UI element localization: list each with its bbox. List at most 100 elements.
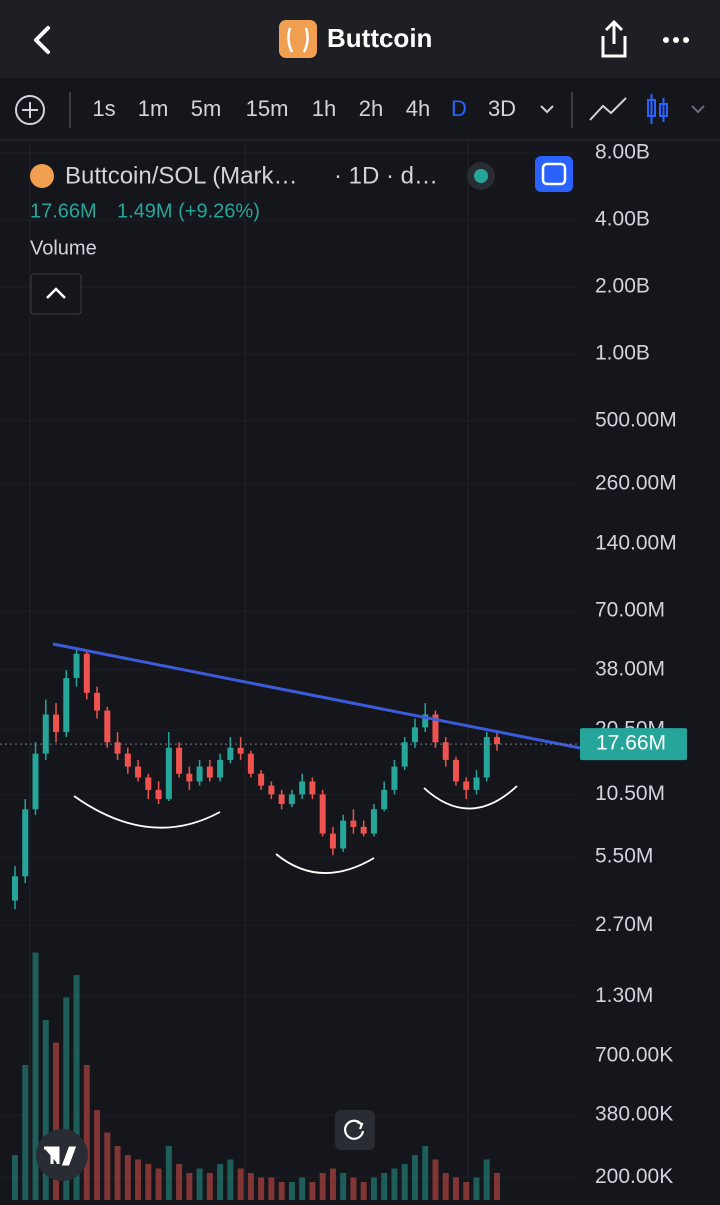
volume-bar (432, 1159, 439, 1200)
volume-bar (186, 1173, 193, 1200)
y-tick-label: 1.00B (595, 342, 650, 365)
interval-option[interactable]: 1h (312, 96, 336, 121)
volume-bar (422, 1146, 429, 1200)
interval-option[interactable]: 3D (488, 96, 516, 121)
volume-bar (206, 1173, 213, 1200)
y-tick-label: 4.00B (595, 208, 650, 231)
interval-option[interactable]: 5m (191, 96, 222, 121)
candle-body (22, 809, 29, 877)
interval-option[interactable]: 15m (246, 96, 289, 121)
candle-body (340, 820, 347, 849)
volume-bar (53, 1042, 60, 1200)
volume-bar (196, 1168, 203, 1200)
y-tick-label: 2.70M (595, 913, 653, 936)
coin-logo (279, 20, 317, 58)
add-button[interactable] (15, 95, 45, 125)
last-price-tag (580, 728, 687, 761)
candle-body (288, 794, 295, 805)
candle-body (247, 753, 254, 774)
status-dot (474, 169, 488, 183)
candle-body (124, 753, 131, 767)
interval-option[interactable]: 2h (359, 96, 383, 121)
reset-icon (343, 1119, 365, 1140)
interval-option[interactable]: D (451, 96, 467, 121)
volume-bar (165, 1146, 172, 1200)
back-button[interactable] (34, 26, 50, 54)
volume-bar (42, 1020, 49, 1200)
y-tick-label: 2.00B (595, 275, 650, 298)
candle-body (381, 789, 388, 810)
candle-body (155, 789, 162, 800)
candle-body (32, 753, 39, 810)
style-dropdown[interactable] (691, 105, 705, 114)
candle-body (329, 833, 336, 849)
page-title: Buttcoin (327, 23, 432, 53)
header-bar (0, 0, 720, 78)
y-tick-label: 38.00M (595, 658, 665, 681)
interval-option[interactable]: 1s (92, 96, 115, 121)
candle-body (42, 714, 49, 754)
candle-body (473, 777, 480, 790)
volume-pane (12, 952, 500, 1200)
volume-bar (299, 1177, 306, 1200)
volume-bar (288, 1182, 295, 1200)
candle-body (237, 747, 244, 754)
candle-body (442, 742, 449, 760)
interval-option[interactable]: 4h (406, 96, 430, 121)
tradingview-logo[interactable] (36, 1129, 88, 1181)
volume-bar (452, 1177, 459, 1200)
chart-style[interactable] (647, 94, 668, 124)
volume-bar (473, 1177, 480, 1200)
reset-button[interactable] (335, 1110, 375, 1150)
candle-body (217, 759, 224, 778)
volume-bar (381, 1173, 388, 1200)
candle-body (391, 766, 398, 790)
legend-change: 1.49M (+9.26%) (117, 200, 260, 222)
volume-bar (217, 1164, 224, 1200)
collapse-icon (46, 287, 66, 299)
candle-body (319, 794, 326, 834)
indicator-name: Volume (30, 237, 97, 259)
volume-bar (442, 1173, 449, 1200)
candle-body (370, 809, 377, 834)
legend-interval: · 1D · d… (334, 162, 438, 189)
share-button[interactable] (601, 19, 627, 58)
candle-body (411, 727, 418, 743)
candle-body (278, 794, 285, 805)
collapse-button[interactable] (30, 273, 82, 315)
arc-drawing (275, 853, 375, 874)
volume-bar (176, 1164, 183, 1200)
y-tick-label: 380.00K (595, 1103, 673, 1126)
volume-bar (319, 1173, 326, 1200)
y-tick-label: 700.00K (595, 1044, 673, 1067)
candles (12, 647, 500, 910)
interval-group: 1s 1m 5m 15m 1h 2h 4h D 3D (92, 96, 516, 121)
y-tick-label: 70.00M (595, 599, 665, 622)
candle-body (206, 766, 213, 778)
candle-body (73, 653, 80, 679)
coin-logo-mark (287, 27, 309, 53)
candle-body (53, 714, 60, 733)
volume-bar (278, 1182, 285, 1200)
candle-body (463, 781, 470, 790)
y-tick-label: 500.00M (595, 409, 677, 432)
candle-body (94, 692, 101, 711)
candle-body (186, 773, 193, 782)
price-axis: 8.00B 4.00B 2.00B 1.00B 500.00M 260.00M 140.00… (595, 141, 677, 1188)
volume-bar (494, 1173, 500, 1200)
volume-bar (350, 1177, 357, 1200)
candle-body (104, 710, 111, 743)
interval-option[interactable]: 1m (138, 96, 169, 121)
candle-body (432, 714, 439, 743)
y-tick-label: 8.00B (595, 141, 650, 164)
candle-body (309, 781, 316, 795)
volume-bar (73, 975, 80, 1200)
more-button[interactable] (663, 37, 689, 43)
volume-bar (370, 1177, 377, 1200)
interval-dropdown[interactable] (540, 105, 554, 114)
volume-bar (135, 1159, 142, 1200)
drawing-tool[interactable] (589, 97, 627, 121)
fullscreen-button[interactable] (535, 156, 573, 192)
volume-bar (340, 1173, 347, 1200)
volume-bar (63, 997, 70, 1200)
